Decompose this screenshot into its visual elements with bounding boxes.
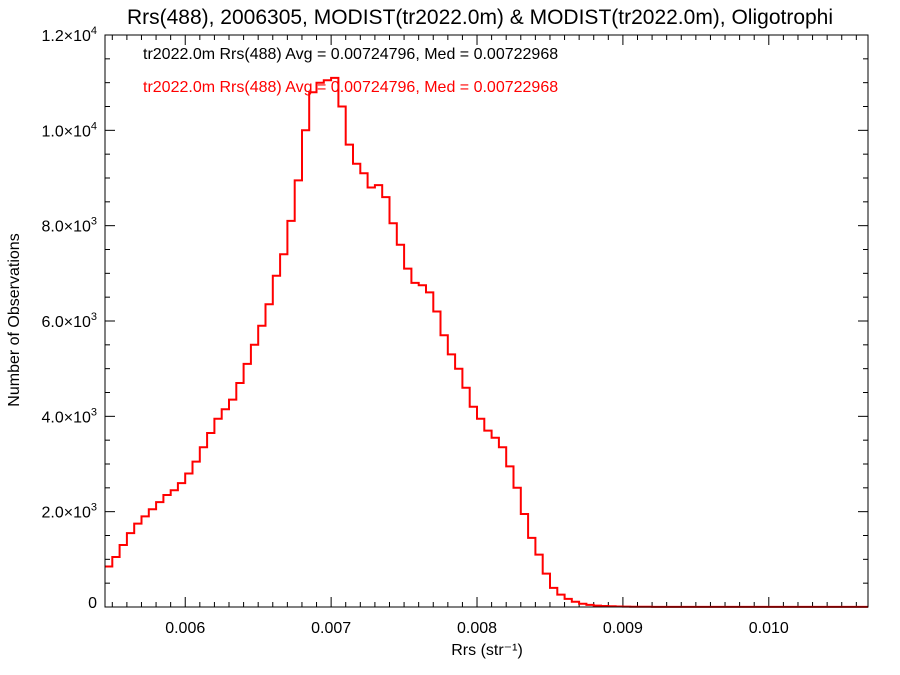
y-tick-exponent: 3 [91,311,97,323]
y-tick-mantissa: 1.2×10 [41,28,90,45]
y-tick-mantissa: 2.0×10 [41,505,90,522]
y-tick-mantissa: 4.0×10 [41,409,90,426]
x-tick-label: 0.006 [165,620,205,637]
y-tick-exponent: 3 [91,502,97,514]
histogram-series-line [105,76,868,608]
y-tick-label: 8.0×103 [41,216,97,236]
x-axis: 0.006 0.007 0.008 0.009 0.010 [111,35,857,637]
y-tick-exponent: 4 [91,25,97,37]
y-tick-label: 0 [88,595,97,612]
y-tick-mantissa: 6.0×10 [41,314,90,331]
x-tick-label: 0.010 [749,620,789,637]
y-tick-exponent: 3 [91,216,97,228]
y-tick-mantissa: 8.0×10 [41,219,90,236]
y-tick-label: 1.2×104 [41,25,97,45]
y-tick-label: 4.0×103 [41,406,97,426]
x-tick-label: 0.009 [603,620,643,637]
legend-entry-black: tr2022.0m Rrs(488) Avg = 0.00724796, Med… [143,46,558,63]
y-axis-label: Number of Observations [6,233,23,406]
y-tick-label: 2.0×103 [41,502,97,522]
x-tick-label: 0.008 [457,620,497,637]
legend-entry-red: tr2022.0m Rrs(488) Avg = 0.00724796, Med… [143,79,558,96]
y-tick-label: 6.0×103 [41,311,97,331]
x-tick-label: 0.007 [311,620,351,637]
plot-frame [104,34,869,608]
y-tick-mantissa: 0 [88,595,97,612]
y-tick-exponent: 3 [91,406,97,418]
chart-title: Rrs(488), 2006305, MODIST(tr2022.0m) & M… [127,6,833,29]
x-axis-label: Rrs (str⁻¹) [451,642,523,659]
y-axis: 02.0×1034.0×1036.0×1038.0×1031.0×1041.2×… [41,25,868,612]
y-tick-label: 1.0×104 [41,120,97,140]
y-tick-exponent: 4 [91,120,97,132]
y-tick-mantissa: 1.0×10 [41,123,90,140]
